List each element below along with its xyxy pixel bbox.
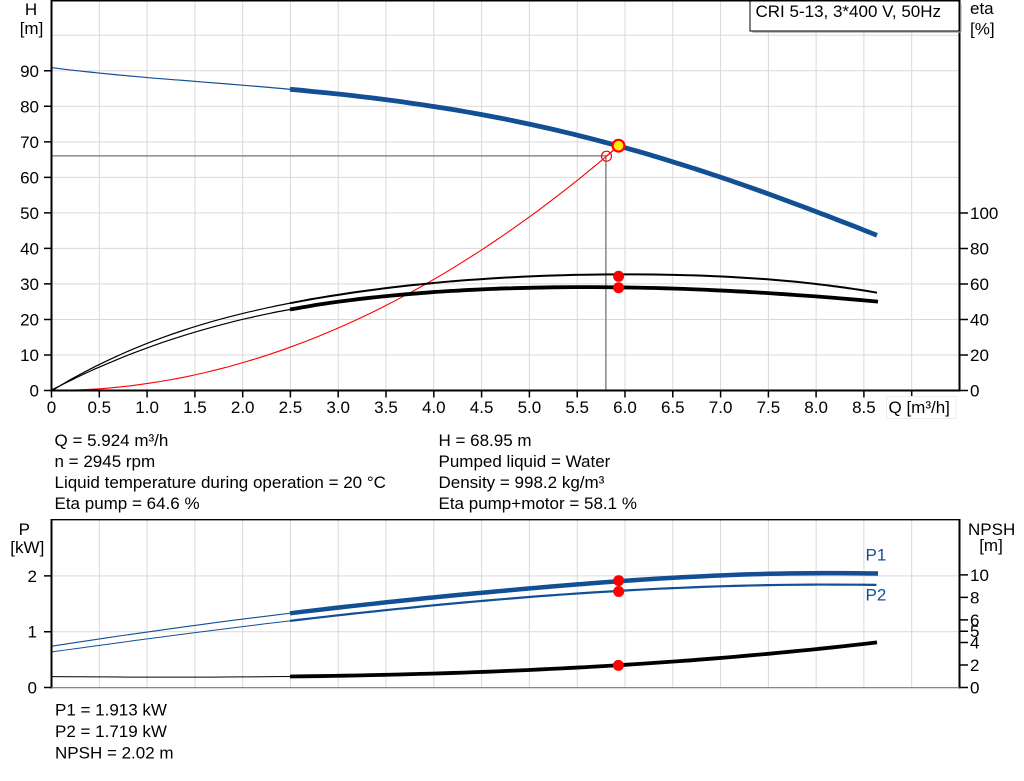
- svg-text:Pumped liquid = Water: Pumped liquid = Water: [439, 452, 611, 471]
- svg-text:0: 0: [30, 382, 39, 401]
- svg-text:7.0: 7.0: [709, 398, 733, 417]
- svg-text:30: 30: [20, 275, 39, 294]
- svg-text:eta: eta: [970, 0, 994, 18]
- svg-text:3.0: 3.0: [326, 398, 350, 417]
- svg-text:[kW]: [kW]: [10, 538, 44, 557]
- svg-text:40: 40: [20, 239, 39, 258]
- svg-text:2.5: 2.5: [279, 398, 303, 417]
- svg-text:5.0: 5.0: [518, 398, 542, 417]
- svg-text:3.5: 3.5: [374, 398, 398, 417]
- svg-text:NPSH = 2.02 m: NPSH = 2.02 m: [55, 744, 174, 763]
- svg-text:NPSH: NPSH: [968, 520, 1015, 539]
- svg-text:n = 2945 rpm: n = 2945 rpm: [55, 452, 156, 471]
- svg-text:90: 90: [20, 62, 39, 81]
- svg-text:8.5: 8.5: [852, 398, 876, 417]
- svg-text:P2 = 1.719 kW: P2 = 1.719 kW: [55, 722, 167, 741]
- svg-text:80: 80: [20, 97, 39, 116]
- svg-text:P: P: [19, 520, 30, 539]
- svg-text:8: 8: [970, 588, 979, 607]
- svg-text:Density = 998.2 kg/m³: Density = 998.2 kg/m³: [439, 473, 605, 492]
- svg-text:10: 10: [970, 566, 989, 585]
- svg-text:[m]: [m]: [979, 536, 1003, 555]
- svg-text:7.5: 7.5: [757, 398, 781, 417]
- svg-text:60: 60: [20, 168, 39, 187]
- svg-text:[%]: [%]: [970, 20, 995, 39]
- svg-text:20: 20: [20, 311, 39, 330]
- svg-text:2: 2: [28, 567, 37, 586]
- svg-text:0.5: 0.5: [87, 398, 111, 417]
- svg-text:Liquid temperature during oper: Liquid temperature during operation = 20…: [55, 473, 386, 492]
- svg-text:Eta pump+motor = 58.1 %: Eta pump+motor = 58.1 %: [439, 494, 637, 513]
- svg-text:6: 6: [970, 611, 979, 630]
- svg-text:100: 100: [970, 204, 998, 223]
- svg-text:20: 20: [970, 346, 989, 365]
- svg-text:0: 0: [28, 679, 37, 698]
- svg-text:6.5: 6.5: [661, 398, 685, 417]
- svg-text:P1 = 1.913 kW: P1 = 1.913 kW: [55, 701, 167, 720]
- svg-text:6.0: 6.0: [613, 398, 637, 417]
- svg-text:8.0: 8.0: [804, 398, 828, 417]
- svg-text:P2: P2: [866, 585, 887, 604]
- svg-text:P1: P1: [866, 546, 887, 565]
- svg-text:4: 4: [970, 634, 979, 653]
- svg-text:CRI 5-13, 3*400 V, 50Hz: CRI 5-13, 3*400 V, 50Hz: [756, 2, 942, 21]
- svg-text:5: 5: [970, 622, 979, 641]
- svg-text:Eta pump = 64.6 %: Eta pump = 64.6 %: [55, 494, 200, 513]
- svg-text:5.5: 5.5: [565, 398, 589, 417]
- svg-text:1: 1: [28, 623, 37, 642]
- svg-text:60: 60: [970, 275, 989, 294]
- svg-text:H = 68.95 m: H = 68.95 m: [439, 431, 532, 450]
- svg-text:1.5: 1.5: [183, 398, 207, 417]
- svg-text:Q = 5.924 m³/h: Q = 5.924 m³/h: [55, 431, 169, 450]
- svg-text:4.5: 4.5: [470, 398, 494, 417]
- svg-text:50: 50: [20, 204, 39, 223]
- svg-text:0: 0: [47, 398, 56, 417]
- svg-text:2.0: 2.0: [231, 398, 255, 417]
- svg-text:10: 10: [20, 346, 39, 365]
- svg-text:70: 70: [20, 133, 39, 152]
- svg-text:[m]: [m]: [20, 19, 44, 38]
- svg-text:80: 80: [970, 240, 989, 259]
- svg-text:H: H: [25, 0, 37, 19]
- svg-text:2: 2: [970, 656, 979, 675]
- svg-text:40: 40: [970, 311, 989, 330]
- svg-text:0: 0: [970, 382, 979, 401]
- svg-text:1.0: 1.0: [135, 398, 159, 417]
- svg-text:0: 0: [970, 679, 979, 698]
- svg-text:4.0: 4.0: [422, 398, 446, 417]
- svg-text:Q [m³/h]: Q [m³/h]: [889, 398, 950, 417]
